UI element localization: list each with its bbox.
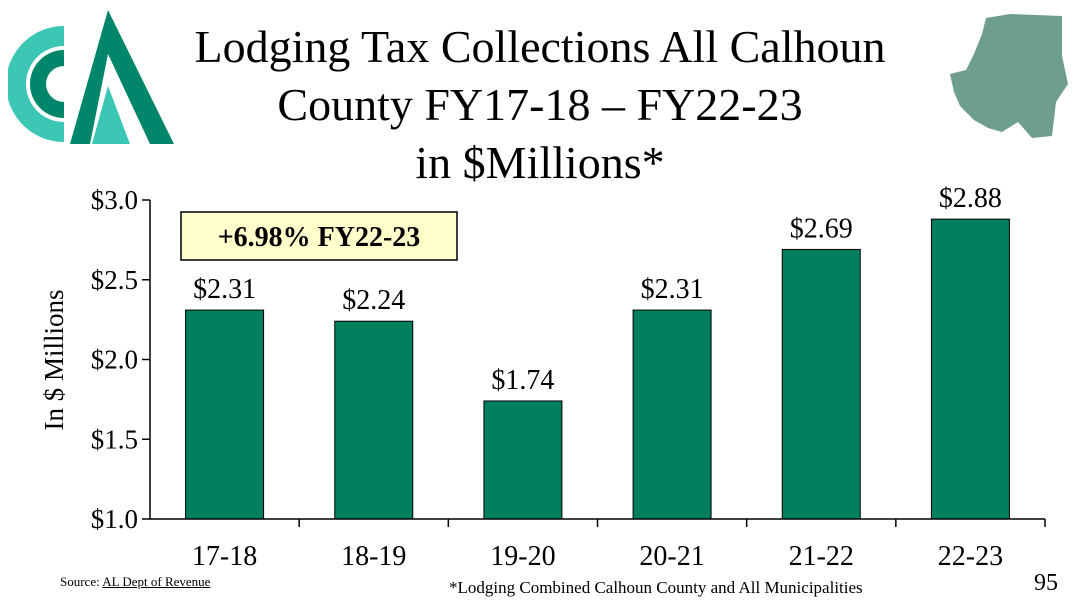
- calhoun-county-map-icon: [950, 14, 1068, 138]
- page-title: Lodging Tax Collections All Calhoun Coun…: [120, 18, 960, 192]
- x-tick-label: 19-20: [490, 541, 555, 572]
- bar: [781, 248, 861, 520]
- x-tick-label: 21-22: [789, 541, 854, 572]
- logo-shape-c-inner: [30, 50, 64, 118]
- source-link[interactable]: AL Dept of Revenue: [102, 574, 211, 589]
- county-shape: [950, 14, 1068, 138]
- annotation-callout: +6.98% FY22-23: [180, 211, 458, 261]
- y-tick-label: $2.5: [91, 265, 138, 295]
- bar: [185, 309, 265, 520]
- bar: [632, 309, 712, 520]
- logo-shape-peak: [70, 10, 174, 144]
- bar: [483, 400, 563, 520]
- annotation-box: [180, 211, 458, 261]
- y-axis-label: In $ Millions: [39, 289, 69, 430]
- bar: [930, 218, 1010, 520]
- footnote: *Lodging Combined Calhoun County and All…: [449, 578, 863, 597]
- logo-shape-c-outer: [8, 26, 64, 142]
- cmi-logo-icon: [8, 10, 174, 144]
- bar-value-label: $2.88: [939, 183, 1002, 214]
- title-line-3: in $Millions*: [415, 137, 665, 188]
- y-tick-label: $1.5: [91, 424, 138, 454]
- y-tick-label: $2.0: [91, 345, 138, 375]
- x-tick-label: 17-18: [192, 541, 257, 572]
- x-tick-label: 18-19: [341, 541, 406, 572]
- bar-value-label: $2.31: [641, 274, 704, 305]
- title-line-2: County FY17-18 – FY22-23: [277, 79, 803, 130]
- source-note: Source: AL Dept of Revenue: [60, 574, 210, 590]
- bar-value-label: $2.69: [790, 213, 853, 244]
- annotation-text: +6.98% FY22-23: [218, 222, 421, 253]
- bar-value-label: $2.31: [193, 274, 256, 305]
- page-number: 95: [1034, 570, 1058, 596]
- title-line-1: Lodging Tax Collections All Calhoun: [194, 21, 886, 72]
- source-prefix: Source:: [60, 574, 103, 589]
- x-tick-label: 20-21: [639, 541, 704, 572]
- bar: [334, 320, 414, 520]
- logo-shape-stripe: [92, 86, 130, 144]
- y-tick-label: $1.0: [91, 504, 138, 534]
- bar-value-label: $2.24: [342, 285, 405, 316]
- bar-value-label: $1.74: [491, 365, 554, 396]
- y-tick-label: $3.0: [91, 185, 138, 215]
- x-tick-label: 22-23: [938, 541, 1003, 572]
